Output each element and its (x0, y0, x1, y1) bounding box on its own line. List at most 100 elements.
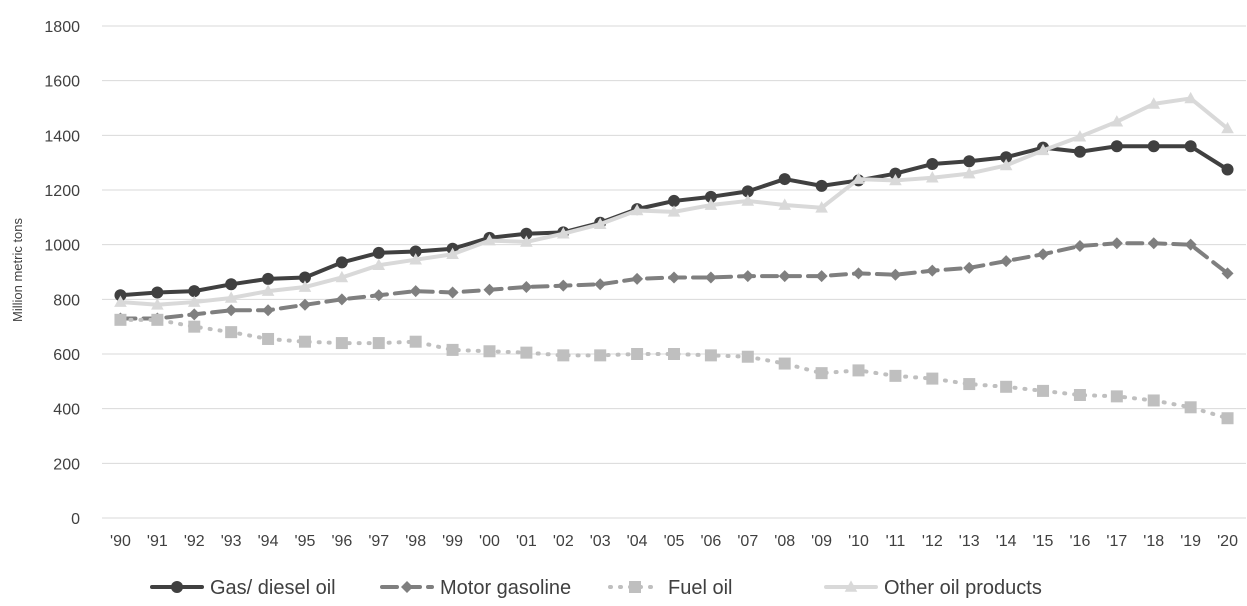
x-tick-label: '06 (700, 533, 721, 550)
data-point (668, 271, 680, 284)
data-point (557, 349, 570, 362)
data-point (1110, 115, 1124, 127)
data-point (999, 158, 1013, 171)
data-point (409, 335, 422, 348)
data-point (1073, 240, 1086, 253)
data-point (852, 267, 865, 280)
data-point (151, 313, 164, 326)
data-point (114, 289, 127, 302)
data-point (926, 158, 939, 171)
data-point (1147, 394, 1160, 407)
data-point (889, 268, 902, 281)
data-point (963, 378, 976, 391)
data-point (483, 345, 496, 358)
x-tick-label: '94 (258, 533, 279, 550)
data-point (778, 270, 791, 283)
y-tick-label: 200 (53, 456, 80, 473)
data-point (926, 264, 939, 277)
data-point (225, 304, 238, 317)
data-point (409, 285, 422, 298)
data-point (1147, 97, 1161, 109)
x-tick-label: '99 (442, 533, 463, 550)
data-point (446, 343, 459, 356)
data-point (261, 284, 275, 296)
legend-item-1: Motor gasoline (380, 577, 571, 599)
data-point (963, 155, 976, 168)
data-point (1184, 140, 1197, 153)
data-point (926, 372, 939, 385)
data-point (224, 291, 238, 303)
data-point (594, 278, 607, 291)
data-point (483, 233, 496, 246)
y-tick-label: 1000 (44, 238, 80, 255)
data-point (556, 227, 570, 239)
data-point (1036, 143, 1050, 156)
data-point (741, 350, 754, 363)
data-point (963, 261, 976, 274)
legend-swatch-marker (629, 581, 641, 593)
data-point (114, 295, 127, 307)
y-tick-label: 1400 (44, 128, 80, 145)
data-point (631, 348, 644, 360)
data-point (446, 286, 459, 299)
x-tick-label: '95 (295, 533, 316, 550)
data-point (704, 349, 717, 362)
data-point (1073, 145, 1086, 158)
y-tick-label: 1200 (44, 183, 80, 200)
data-point (704, 198, 718, 210)
data-point (852, 364, 865, 377)
data-point (1073, 389, 1086, 401)
legend-label: Motor gasoline (440, 577, 571, 599)
data-point (852, 172, 865, 184)
data-point (114, 313, 127, 326)
x-tick-label: '12 (922, 533, 943, 550)
legend-label: Other oil products (884, 577, 1042, 599)
data-point (593, 217, 607, 229)
data-point (225, 278, 238, 291)
data-point (668, 194, 680, 207)
x-tick-label: '05 (664, 533, 685, 550)
gridlines (102, 25, 1246, 519)
data-point (1110, 140, 1123, 153)
x-tick-label: '09 (811, 533, 832, 550)
y-tick-label: 400 (53, 402, 80, 419)
data-point (889, 369, 902, 382)
x-tick-label: '00 (479, 533, 500, 550)
data-point (1073, 130, 1087, 142)
data-point (188, 285, 201, 298)
data-point (962, 167, 976, 179)
data-point (741, 270, 754, 283)
data-point (262, 272, 275, 285)
y-axis-title: Million metric tons (10, 217, 25, 322)
y-tick-label: 1800 (44, 19, 80, 36)
series-2 (114, 313, 1234, 425)
y-tick-label: 1600 (44, 74, 80, 91)
x-axis: '90 '91 '92 '93 '94 '95 '96 '97 '98 '99 '00 '01 '02 '… (110, 533, 1238, 550)
data-point (520, 235, 533, 247)
data-point (778, 198, 792, 210)
data-point (298, 280, 312, 292)
legend-item-3: Other oil products (824, 577, 1042, 599)
legend: Gas/ diesel oil Motor gasoline Fuel oil Oth… (150, 577, 1042, 599)
x-tick-label: '92 (184, 533, 205, 550)
data-point (741, 194, 755, 206)
x-tick-label: '15 (1033, 533, 1054, 550)
x-tick-label: '90 (110, 533, 131, 550)
data-point (1221, 267, 1234, 280)
data-point (520, 346, 533, 359)
legend-swatch-marker (844, 580, 858, 592)
x-tick-label: '16 (1070, 533, 1091, 550)
data-point (1221, 121, 1234, 134)
series-3 (114, 91, 1234, 310)
data-point (815, 367, 828, 380)
data-point (889, 167, 902, 180)
data-point (1221, 412, 1234, 425)
data-point (151, 298, 164, 310)
data-point (151, 286, 164, 299)
series-group (114, 91, 1234, 425)
x-tick-label: '01 (516, 533, 537, 550)
x-tick-label: '02 (553, 533, 574, 550)
data-point (1184, 238, 1197, 251)
x-tick-label: '07 (737, 533, 758, 550)
